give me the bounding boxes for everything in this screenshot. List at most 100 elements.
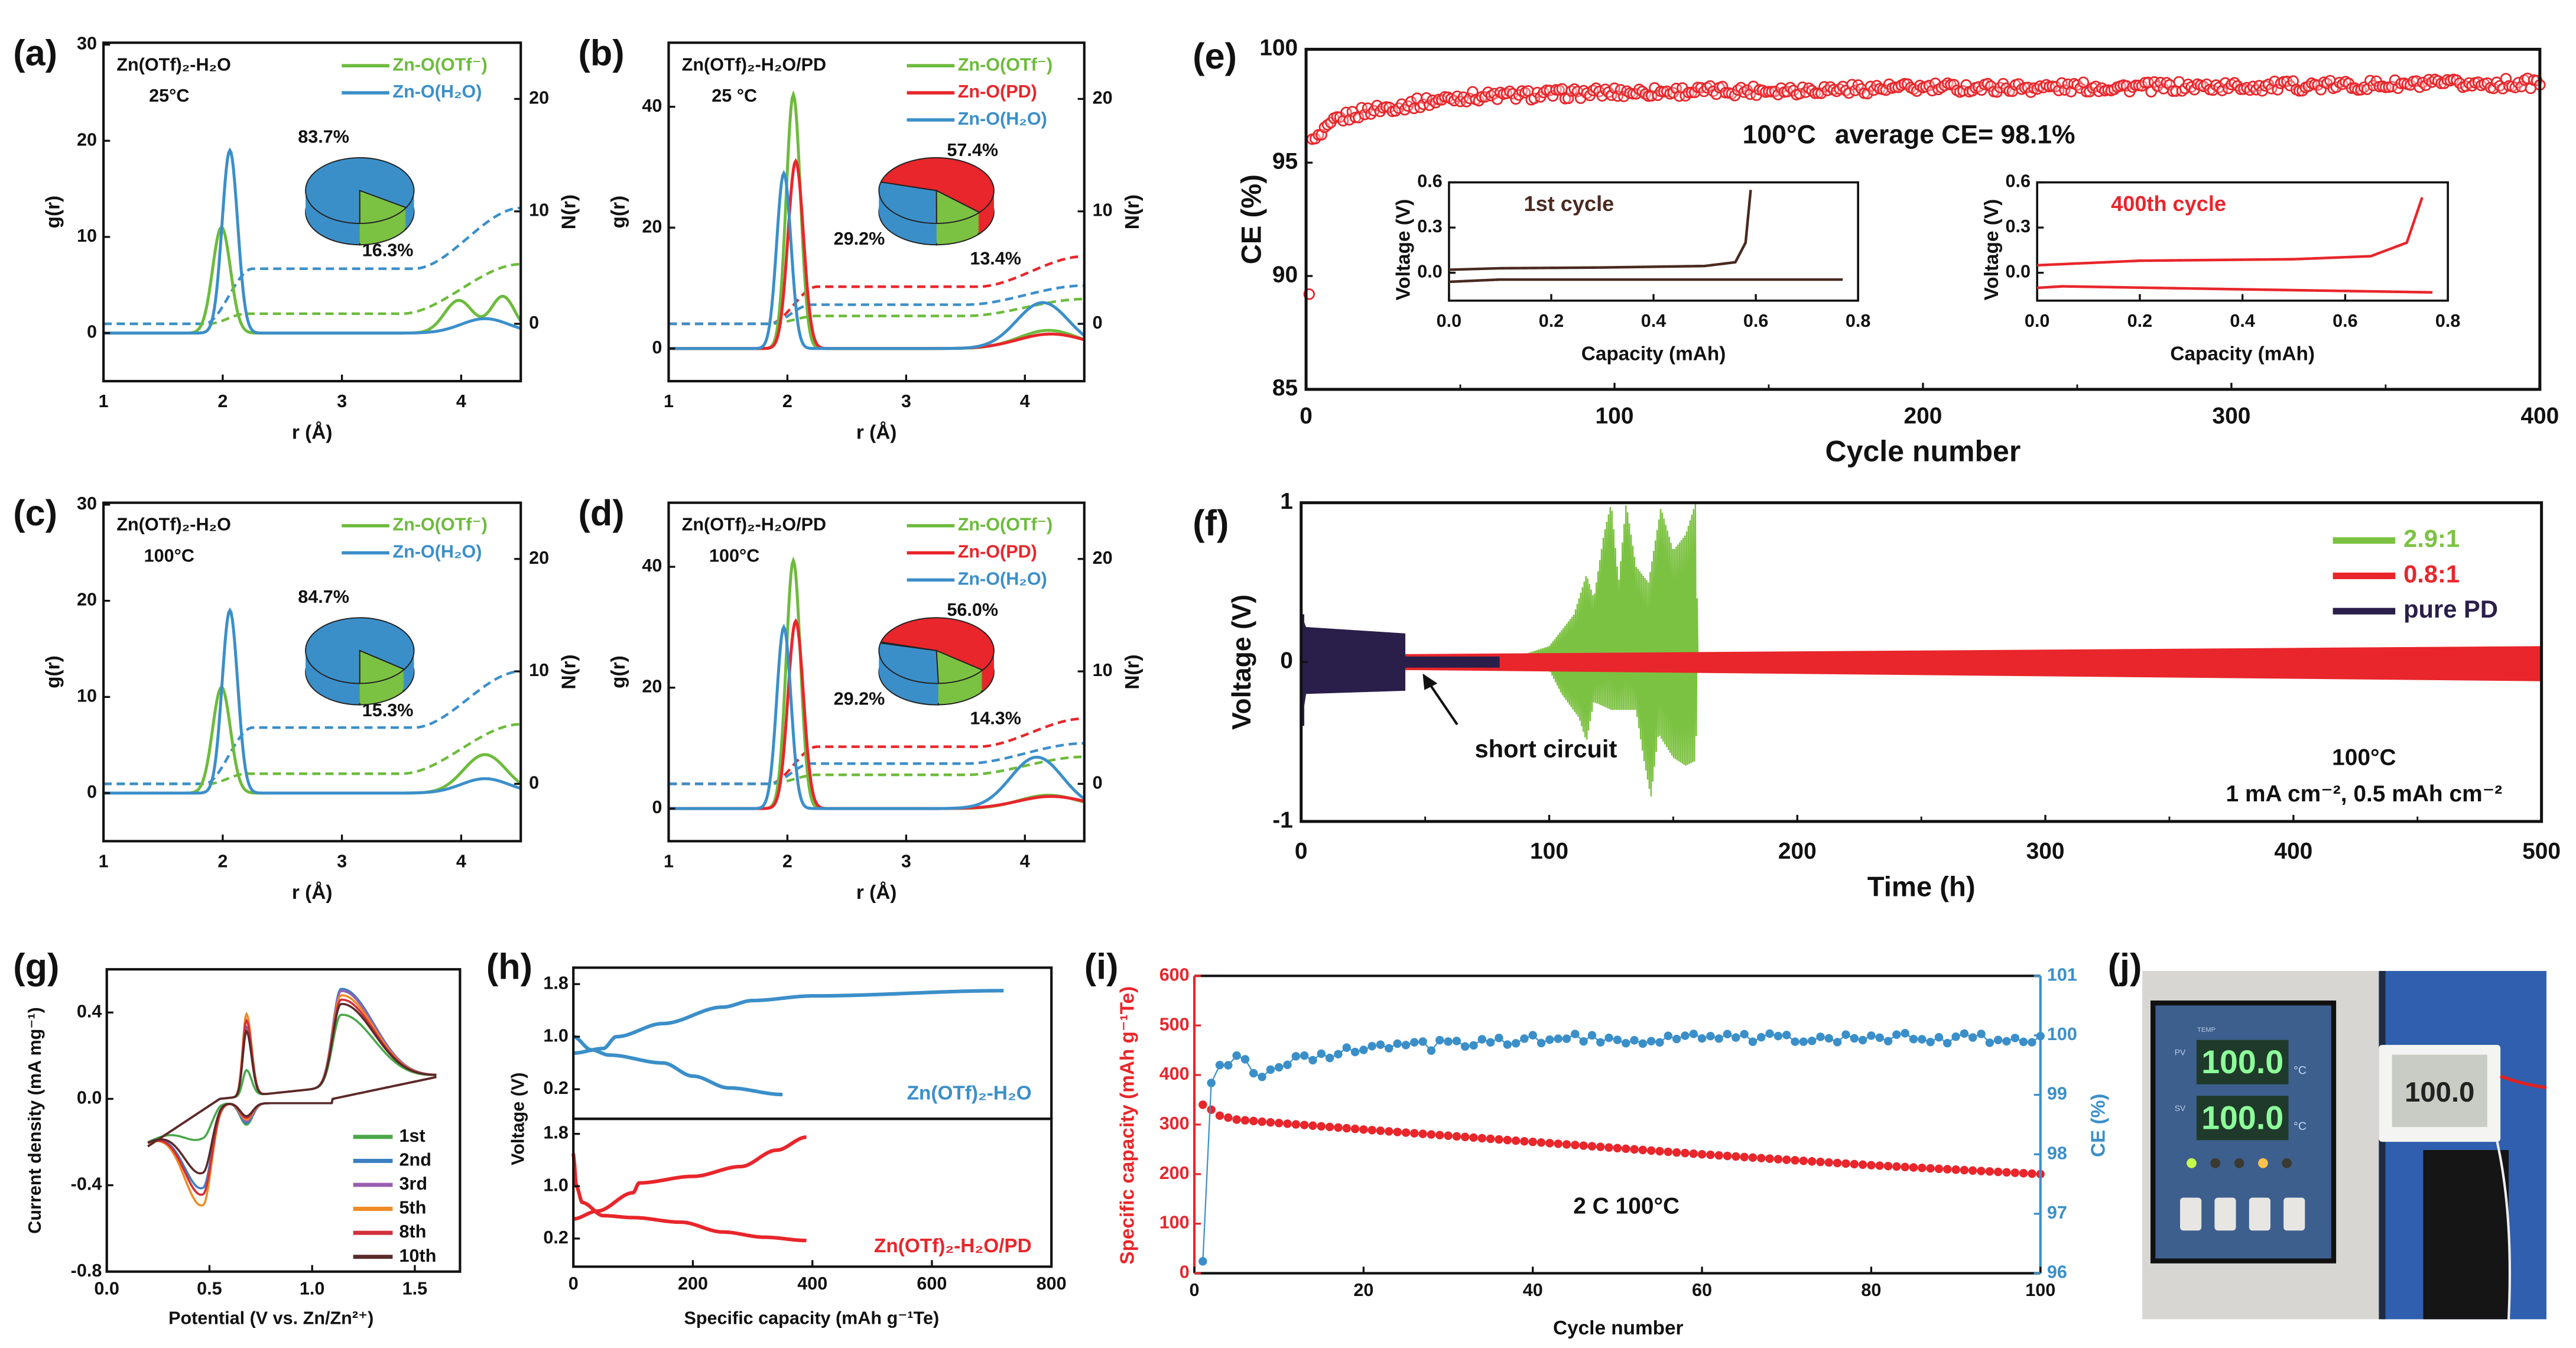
coordination-number-curve (668, 284, 1084, 326)
x-tick-label: 1 (664, 391, 674, 411)
series-pure-pd-band (1301, 614, 1406, 726)
controller-key-button (2249, 1197, 2270, 1231)
ce-data-point (1815, 87, 1827, 99)
y-tick-label: 10 (529, 660, 549, 680)
status-led-icon (2187, 1158, 2197, 1168)
x-tick-label: 400 (2274, 839, 2312, 864)
capacity-data-point (1757, 1154, 1766, 1162)
ce-data-point (1317, 1049, 1326, 1058)
ce-data-point (1495, 1034, 1503, 1042)
ce-data-point (1909, 1035, 1918, 1044)
capacity-data-point (1807, 1157, 1817, 1166)
rdf-curve (103, 685, 522, 795)
series-0.8-1-band (1405, 646, 2542, 681)
x-axis-label: Specific capacity (mAh g⁻¹Te) (684, 1308, 939, 1328)
x-tick-label: 0 (1190, 1280, 1200, 1300)
capacity-data-point (1951, 1165, 1960, 1174)
ce-data-point (2080, 86, 2093, 98)
legend-label: 2nd (399, 1149, 431, 1170)
y-tick-label: 100 (1159, 1213, 1190, 1233)
inset-y-axis-label: Voltage (V) (1981, 199, 2003, 301)
capacity-data-point (1723, 1151, 1732, 1161)
x-tick-label: 3 (901, 391, 911, 411)
capacity-data-point (1334, 1123, 1343, 1132)
ce-data-point (1960, 1029, 1969, 1038)
coordination-number-curve (668, 742, 1084, 785)
ce-data-point (1258, 1073, 1266, 1081)
y-tick-label: 10 (77, 226, 97, 246)
capacity-data-point (1918, 1163, 1927, 1172)
x-tick-label: 0.0 (1437, 311, 1461, 331)
capacity-data-point (1824, 1158, 1834, 1167)
legend-label: Zn-O(OTf⁻) (392, 515, 487, 535)
capacity-data-point (1630, 1145, 1639, 1154)
x-tick-label: 0.0 (2025, 311, 2049, 331)
x-tick-label: 300 (2026, 839, 2065, 864)
voltage-curve-discharge (571, 1153, 807, 1243)
short-circuit-arrow (1428, 683, 1458, 726)
legend-label: 2.9:1 (2403, 525, 2460, 553)
ce-data-point (1249, 1068, 1258, 1078)
ce-data-point (1604, 1033, 1613, 1042)
capacity-data-point (1249, 1116, 1258, 1126)
x-tick-label: 300 (2212, 403, 2250, 428)
panel-label: (g) (13, 946, 59, 986)
pie-slice (935, 189, 981, 225)
ce-data-point (1993, 1035, 2003, 1044)
legend-label: 3rd (399, 1174, 428, 1194)
y-tick-label: 0 (1093, 313, 1103, 333)
capacity-data-point (1469, 1133, 1478, 1142)
panel-label: (e) (1193, 36, 1237, 76)
x-tick-label: 0.6 (1743, 311, 1768, 331)
rdf-curve (668, 90, 1085, 350)
y-tick-label: 0 (529, 772, 539, 792)
capacity-data-point (1638, 1145, 1648, 1155)
capacity-data-point (1833, 1158, 1842, 1168)
x-tick-label: 1 (99, 391, 109, 411)
y-axis-label: Specific capacity (mAh g⁻¹Te) (1117, 986, 1139, 1265)
legend-label: Zn-O(H₂O) (958, 569, 1047, 589)
pie-slice (305, 617, 415, 684)
capacity-data-point (1367, 1126, 1376, 1135)
y-tick-label: 0 (652, 797, 662, 817)
capacity-data-point (1841, 1159, 1850, 1168)
capacity-data-point (1536, 1138, 1546, 1147)
inset-x-axis-label: Capacity (mAh) (1581, 343, 1726, 365)
inset-frame (2036, 181, 2449, 302)
pie-slice (359, 190, 407, 225)
y-tick-label: 1.8 (543, 973, 568, 993)
capacity-data-point (1342, 1123, 1351, 1133)
voltage-profile-charge (1448, 190, 1752, 271)
capacity-data-point (1520, 1136, 1529, 1146)
y-axis-label: g(r) (608, 655, 629, 688)
ce-data-point (1985, 1038, 1994, 1047)
ce-data-point (1342, 1043, 1351, 1052)
ce-data-point (2028, 1038, 2036, 1047)
ce-data-point (1313, 129, 1324, 141)
capacity-data-point (1350, 1124, 1360, 1133)
system-title: Zn(OTf)₂-H₂O (116, 515, 230, 535)
capacity-data-point (1901, 1162, 1909, 1171)
capacity-data-point (1460, 1132, 1470, 1142)
rdf-curve (103, 225, 522, 335)
x-tick-label: 1 (99, 852, 109, 872)
ce-data-point (1274, 1063, 1284, 1072)
ce-data-point (1334, 1050, 1343, 1059)
system-title: Zn(OTf)₂-H₂O/PD (682, 54, 826, 74)
voltage-profile-charge (2037, 197, 2424, 267)
ce-data-point (2002, 1037, 2011, 1046)
x-tick-label: 1.0 (300, 1278, 324, 1298)
legend-label: pure PD (2403, 595, 2498, 623)
capacity-data-point (1604, 1143, 1613, 1152)
ce-data-point (1883, 1037, 1893, 1045)
panel-label: (h) (486, 946, 532, 986)
capacity-data-point (1579, 1141, 1588, 1150)
ce-data-point (1968, 1033, 1977, 1042)
capacity-data-point (1883, 1161, 1893, 1171)
pv-reading: 100.0 (2201, 1044, 2283, 1080)
capacity-data-point (1198, 1100, 1207, 1109)
x-tick-label: 0.8 (2435, 311, 2461, 331)
x-axis-label: Cycle number (1553, 1317, 1684, 1339)
thermometer-reading: 100.0 (2405, 1077, 2474, 1108)
